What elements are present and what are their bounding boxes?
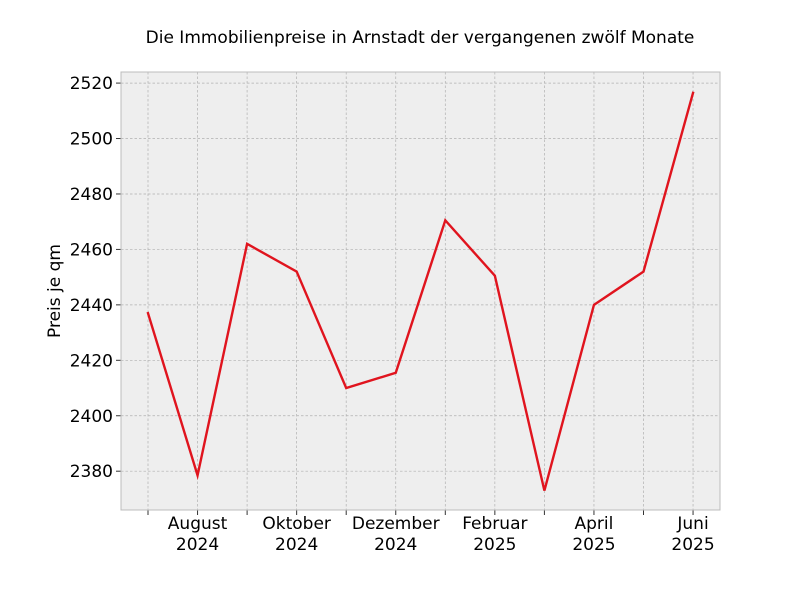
x-tick-label-year: 2025	[572, 535, 615, 555]
y-tick-label: 2520	[70, 74, 113, 94]
x-tick-label-month: Dezember	[352, 514, 440, 534]
y-axis-label: Preis je qm	[45, 244, 65, 338]
y-tick-label: 2500	[70, 130, 113, 150]
x-tick-label-year: 2024	[374, 535, 417, 555]
y-tick-label: 2400	[70, 407, 113, 427]
x-tick-label-month: Juni	[676, 514, 708, 534]
y-tick-label: 2420	[70, 351, 113, 371]
y-tick-label: 2480	[70, 185, 113, 205]
x-tick-label-month: August	[168, 514, 228, 534]
x-tick-label-month: April	[575, 514, 614, 534]
chart-title: Die Immobilienpreise in Arnstadt der ver…	[146, 28, 695, 48]
x-tick-label-month: Oktober	[262, 514, 331, 534]
x-tick-label-year: 2025	[473, 535, 516, 555]
x-tick-label-month: Februar	[462, 514, 527, 534]
x-tick-label-year: 2025	[671, 535, 714, 555]
y-tick-label: 2460	[70, 240, 113, 260]
plot-area	[121, 72, 720, 510]
x-tick-label-year: 2024	[176, 535, 219, 555]
grid	[121, 72, 720, 510]
axis-ticks: 23802400242024402460248025002520August20…	[70, 74, 715, 555]
series-line	[146, 91, 695, 491]
x-tick-label-year: 2024	[275, 535, 318, 555]
plot-frame	[120, 71, 721, 511]
y-tick-label: 2440	[70, 296, 113, 316]
series-layer	[146, 91, 695, 491]
y-tick-label: 2380	[70, 462, 113, 482]
